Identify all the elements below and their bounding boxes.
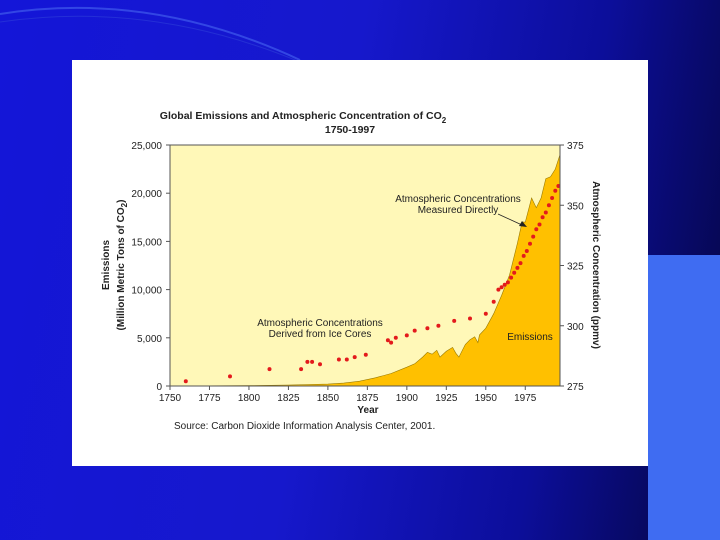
concentration-point (531, 234, 536, 239)
annotation-ice-line1: Atmospheric Concentrations (257, 318, 383, 329)
chart-title: Global Emissions and Atmospheric Concent… (160, 110, 447, 125)
concentration-point (491, 299, 496, 304)
concentration-point (537, 222, 542, 227)
concentration-point (543, 210, 548, 215)
y-left-tick-label: 20,000 (131, 189, 162, 200)
concentration-point (468, 316, 472, 321)
y-left-tick-label: 0 (156, 382, 162, 393)
concentration-point (305, 359, 310, 364)
concentration-point (344, 357, 349, 362)
concentration-point (389, 340, 394, 345)
y-right-axis-title: Atmospheric Concentration (ppmv) (590, 181, 601, 349)
concentration-point (528, 241, 532, 246)
y-right-tick-label: 275 (567, 382, 584, 393)
x-tick-label: 1975 (514, 393, 537, 404)
y-left-axis-title-line2: (Million Metric Tons of CO2) (116, 200, 129, 331)
concentration-point (404, 333, 409, 338)
concentration-point (267, 367, 272, 372)
y-right-tick-label: 375 (567, 141, 584, 152)
co2-chart: Global Emissions and Atmospheric Concent… (101, 110, 601, 432)
concentration-point (546, 203, 551, 208)
concentration-point (436, 323, 441, 328)
accent-panel (648, 255, 720, 540)
concentration-point (521, 253, 526, 258)
x-axis-title: Year (357, 405, 378, 416)
concentration-point (336, 357, 341, 362)
y-right-tick-label: 350 (567, 201, 584, 212)
x-tick-label: 1875 (356, 393, 379, 404)
concentration-point (412, 328, 417, 333)
y-left-tick-label: 10,000 (131, 286, 162, 297)
y-left-tick-label: 15,000 (131, 237, 162, 248)
concentration-point (550, 196, 555, 200)
concentration-point (183, 379, 188, 384)
concentration-point (425, 326, 430, 331)
x-tick-label: 1900 (396, 393, 419, 404)
concentration-point (553, 188, 558, 193)
concentration-point (499, 285, 504, 290)
emissions-label: Emissions (507, 332, 553, 343)
x-tick-label: 1800 (238, 393, 261, 404)
annotation-direct-line2: Measured Directly (418, 205, 499, 216)
x-tick-label: 1850 (317, 393, 340, 404)
x-tick-label: 1775 (198, 393, 221, 404)
x-tick-label: 1825 (277, 393, 300, 404)
concentration-point (534, 227, 539, 232)
concentration-point (509, 275, 514, 280)
annotation-ice-line2: Derived from Ice Cores (269, 329, 372, 340)
concentration-point (352, 355, 357, 360)
concentration-point (452, 318, 457, 323)
x-tick-label: 1925 (435, 393, 458, 404)
source-note: Source: Carbon Dioxide Information Analy… (174, 421, 435, 432)
concentration-point (515, 265, 520, 270)
concentration-point (496, 287, 501, 292)
y-left-axis-title-line1: Emissions (101, 240, 112, 290)
concentration-point (483, 311, 488, 316)
chart-card: Global Emissions and Atmospheric Concent… (72, 60, 648, 466)
x-tick-label: 1750 (159, 393, 182, 404)
emissions-area (169, 154, 561, 387)
concentration-point (318, 362, 322, 367)
y-left-tick-label: 5,000 (137, 334, 162, 345)
concentration-point (505, 280, 510, 285)
y-left-tick-label: 25,000 (131, 141, 162, 152)
concentration-point (556, 184, 561, 188)
concentration-point (228, 374, 232, 379)
annotation-direct-arrowhead (519, 221, 527, 227)
chart-subtitle: 1750-1997 (325, 124, 375, 136)
concentration-point (540, 215, 545, 220)
annotation-direct-line1: Atmospheric Concentrations (395, 194, 521, 205)
concentration-point (363, 352, 368, 357)
y-right-tick-label: 300 (567, 322, 584, 333)
concentration-point (502, 282, 507, 287)
concentration-point (393, 335, 398, 340)
x-tick-label: 1950 (475, 393, 498, 404)
y-right-tick-label: 325 (567, 262, 584, 273)
concentration-point (512, 270, 517, 275)
concentration-point (524, 249, 529, 253)
concentration-point (310, 359, 315, 364)
concentration-point (518, 261, 523, 266)
concentration-point (385, 338, 390, 343)
concentration-point (299, 367, 304, 372)
annotation-direct-arrow (497, 213, 523, 226)
